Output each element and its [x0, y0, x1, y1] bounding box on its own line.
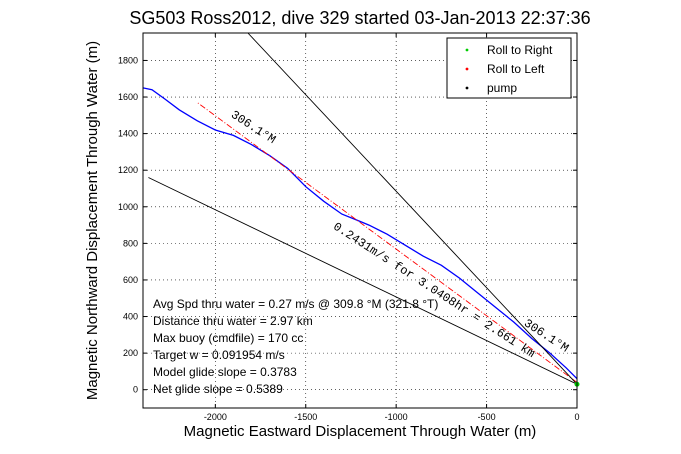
y-tick-label: 1600 [118, 92, 138, 102]
stat-annotation: Net glide slope = 0.5389 [153, 382, 283, 396]
series-line-0 [142, 87, 578, 380]
x-tick-label: -1500 [294, 412, 317, 422]
stat-annotation: Target w = 0.091954 m/s [153, 348, 285, 362]
series-line-2 [247, 32, 578, 385]
stat-annotation: Avg Spd thru water = 0.27 m/s @ 309.8 °M… [153, 297, 438, 311]
legend-marker [465, 86, 469, 90]
series-line-3 [148, 177, 578, 385]
series-line-1 [197, 102, 578, 383]
axis-ticks: -2000 -1500 -1000 -500 0 0 200 400 600 800 1000 120… [118, 33, 580, 422]
y-tick-label: 200 [123, 348, 138, 358]
x-axis-label: Magnetic Eastward Displacement Through W… [184, 423, 537, 440]
stat-annotation: Max buoy (cmdfile) = 170 cc [153, 331, 303, 345]
x-tick-label: -1000 [385, 412, 408, 422]
x-tick-label: 0 [574, 412, 579, 422]
legend-label: Roll to Right [487, 43, 553, 57]
legend-marker [465, 67, 469, 71]
legend-label: pump [487, 81, 517, 95]
y-tick-label: 0 [133, 385, 138, 395]
y-tick-label: 1800 [118, 55, 138, 65]
line-annotation: 0.2431m/s for 3.0408hr = 2.661 km [330, 220, 537, 361]
y-tick-label: 1200 [118, 165, 138, 175]
chart-title: SG503 Ross2012, dive 329 started 03-Jan-… [129, 8, 590, 28]
x-tick-label: -2000 [204, 412, 227, 422]
legend-marker [465, 48, 469, 52]
y-axis-label: Magnetic Northward Displacement Through … [84, 41, 101, 400]
legend-label: Roll to Left [487, 62, 545, 76]
plot-frame [142, 32, 578, 409]
y-tick-label: 1400 [118, 129, 138, 139]
stat-annotation: Distance thru water = 2.97 km [153, 314, 313, 328]
stats-annotations: Avg Spd thru water = 0.27 m/s @ 309.8 °M… [153, 297, 438, 396]
y-tick-label: 600 [123, 275, 138, 285]
stat-annotation: Model glide slope = 0.3783 [153, 365, 297, 379]
x-tick-label: -500 [478, 412, 496, 422]
legend: Roll to Right Roll to Left pump [446, 37, 572, 99]
y-tick-label: 1000 [118, 202, 138, 212]
y-tick-label: 400 [123, 312, 138, 322]
y-tick-label: 800 [123, 238, 138, 248]
line-annotation: 306.1°M [228, 108, 278, 147]
